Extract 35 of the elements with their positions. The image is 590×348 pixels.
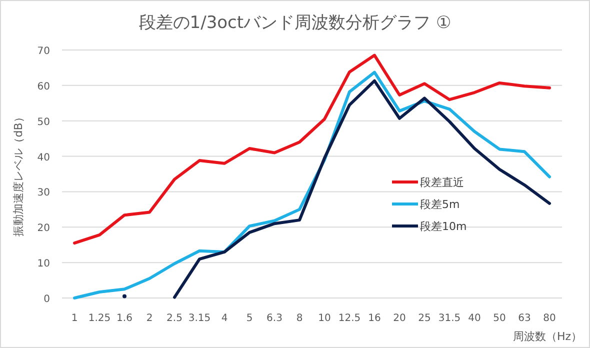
legend-label: 段差5m [420,198,460,211]
y-tick-label: 50 [37,116,50,128]
y-axis-title: 振動加速度レベル（dB） [12,112,25,236]
y-tick-label: 40 [37,152,50,164]
x-tick-label: 40 [468,313,481,324]
x-tick-label: 1.6 [116,313,132,324]
x-tick-label: 12.5 [338,313,361,324]
x-tick-label: 2.5 [166,313,182,324]
legend-label: 段差10m [420,220,467,233]
y-tick-label: 70 [37,46,50,57]
x-tick-label: 8 [296,313,303,324]
x-tick-label: 16 [368,313,381,324]
x-tick-label: 31.5 [438,313,461,324]
chart-title: 段差の1/3octバンド周波数分析グラフ ① [138,13,452,33]
x-axis-title: 周波数（Hz） [512,330,582,343]
x-tick-label: 3.15 [188,313,211,324]
x-tick-label: 50 [493,313,506,324]
x-tick-label: 5 [246,313,253,324]
x-tick-label: 1 [71,313,78,324]
x-tick-label: 25 [418,313,431,324]
y-tick-label: 30 [37,188,50,199]
legend-label: 段差直近 [420,176,464,189]
x-tick-label: 10 [318,313,331,324]
y-tick-label: 10 [37,258,50,270]
x-tick-label: 63 [518,313,531,324]
y-tick-label: 0 [44,294,50,305]
x-tick-label: 80 [543,313,556,324]
x-tick-label: 6.3 [266,313,282,324]
x-tick-label: 2 [146,313,153,324]
x-tick-label: 1.25 [88,313,111,324]
y-tick-label: 20 [37,223,50,234]
line-series [73,54,551,245]
x-tick-label: 4 [221,313,228,324]
x-tick-label: 20 [393,313,406,324]
y-tick-label: 60 [37,81,50,92]
